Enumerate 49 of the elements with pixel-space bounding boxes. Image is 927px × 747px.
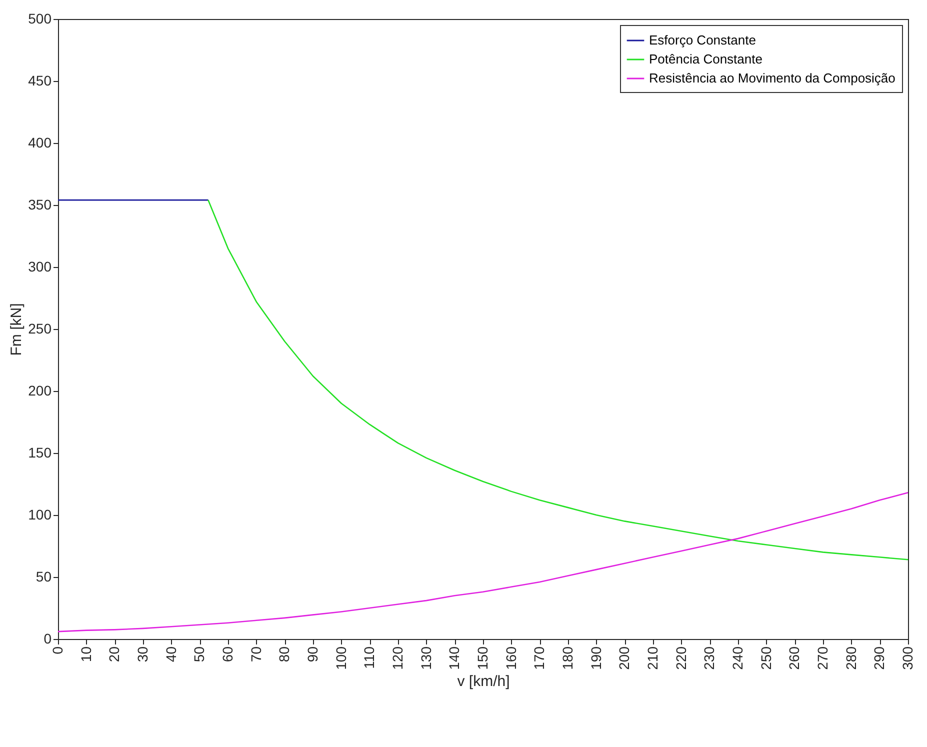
x-tick-label: 70 <box>248 646 264 662</box>
y-tick-label: 50 <box>36 568 52 584</box>
x-tick-label: 110 <box>361 646 378 669</box>
y-tick-label: 100 <box>28 506 52 522</box>
x-tick-label: 0 <box>50 646 66 654</box>
x-tick-label: 180 <box>560 646 576 670</box>
x-tick-label: 120 <box>390 646 406 670</box>
x-tick-label: 250 <box>758 646 774 670</box>
y-axis-title: Fm [kN] <box>8 303 26 356</box>
y-tick-label: 0 <box>44 630 52 646</box>
x-tick-label: 50 <box>191 646 208 662</box>
x-tick-label: 80 <box>276 646 292 662</box>
line-series <box>57 492 909 632</box>
x-tick-label: 40 <box>162 646 179 662</box>
x-tick-label: 220 <box>672 646 689 670</box>
y-tick-label: 450 <box>28 72 52 88</box>
x-tick-label: 230 <box>701 646 718 670</box>
legend-label: Resistência ao Movimento da Composição <box>649 70 896 86</box>
x-tick-label: 200 <box>616 646 632 670</box>
x-tick-label: 280 <box>842 646 859 670</box>
y-tick-label: 350 <box>28 196 52 212</box>
x-tick-label: 10 <box>78 646 94 662</box>
x-tick-label: 160 <box>502 646 519 670</box>
x-tick-label: 240 <box>730 646 746 670</box>
x-tick-label: 150 <box>474 646 490 670</box>
x-tick-label: 100 <box>332 646 349 670</box>
legend-label: Potência Constante <box>649 52 762 66</box>
x-tick-label: 270 <box>814 646 830 670</box>
x-tick-label: 90 <box>304 646 320 662</box>
y-tick-label: 500 <box>28 10 52 26</box>
y-tick-label: 200 <box>28 382 52 398</box>
x-tick-label: 140 <box>446 646 462 670</box>
x-tick-label: 60 <box>220 646 236 662</box>
x-tick-label: 190 <box>588 646 604 670</box>
x-tick-label: 290 <box>871 646 888 670</box>
y-tick-label: 400 <box>28 134 52 150</box>
x-tick-label: 20 <box>106 646 122 662</box>
line-series <box>208 199 909 560</box>
y-tick-label: 300 <box>28 258 52 274</box>
x-tick-label: 30 <box>134 646 150 662</box>
legend-label: Esforço Constante <box>649 32 756 48</box>
y-tick-label: 250 <box>28 320 52 336</box>
x-tick-label: 260 <box>786 646 802 670</box>
x-axis-title: v [km/h] <box>457 672 510 690</box>
x-tick-label: 300 <box>900 646 916 670</box>
x-tick-label: 130 <box>418 646 434 670</box>
x-tick-label: 210 <box>644 646 660 670</box>
x-tick-label: 170 <box>531 646 548 670</box>
y-tick-label: 150 <box>28 444 52 460</box>
